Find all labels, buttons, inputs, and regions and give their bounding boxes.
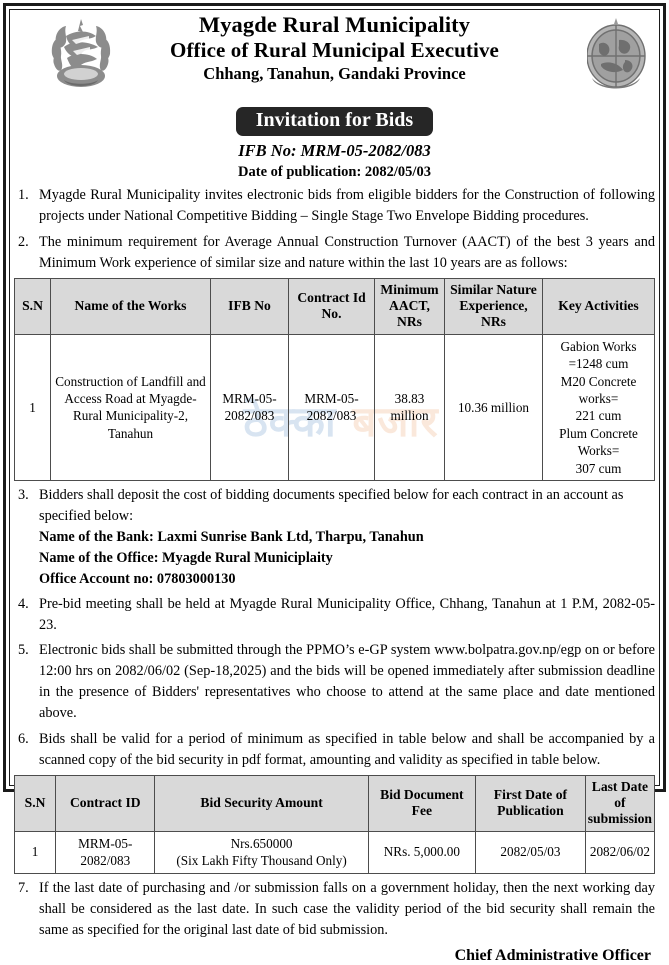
cell-ifb-no: MRM-05-2082/083 (210, 333, 289, 482)
table-row: 1 Construction of Landfill and Access Ro… (14, 333, 655, 482)
office-account-line: Office Account no: 07803000130 (39, 570, 236, 587)
cell-similar-nature: 10.36 million (444, 333, 543, 482)
clause-1: 1. Myagde Rural Municipality invites ele… (14, 185, 655, 227)
th-bid-document-fee: Bid Document Fee (367, 774, 477, 832)
th-bid-security: Bid Security Amount (154, 774, 369, 832)
th-name-of-works: Name of the Works (50, 277, 211, 335)
invitation-for-bids-banner: Invitation for Bids (235, 107, 434, 136)
organization-name: Myagde Rural Municipality (198, 12, 471, 37)
clause-3-text: Bidders shall deposit the cost of biddin… (39, 487, 624, 525)
clause-1-text: Myagde Rural Municipality invites electr… (39, 187, 655, 225)
th-last-submission: Last Date of submission (584, 774, 656, 832)
clause-6-number: 6. (18, 730, 29, 747)
clause-3: 3. Bidders shall deposit the cost of bid… (14, 485, 655, 589)
cell-sn: 1 (14, 333, 51, 482)
notice-page: ठेक्का बजार (3, 3, 666, 965)
cell-sn: 1 (13, 830, 57, 874)
clause-6: 6. Bids shall be valid for a period of m… (14, 729, 655, 771)
table-header-row: S.N Contract ID Bid Security Amount Bid … (13, 774, 656, 832)
cell-name-of-works: Construction of Landfill and Access Road… (50, 333, 211, 482)
clause-5-number: 5. (18, 641, 29, 658)
th-ifb-no: IFB No (210, 277, 289, 335)
cell-key-activities: Gabion Works =1248 cum M20 Concrete work… (542, 333, 655, 482)
th-minimum-aact: Minimum AACT, NRs (374, 277, 445, 335)
header-titles: Myagde Rural Municipality Office of Rura… (14, 10, 655, 85)
cell-bid-document-fee: NRs. 5,000.00 (367, 830, 477, 874)
clause-2-text: The minimum requirement for Average Annu… (39, 233, 655, 271)
clause-7-number: 7. (18, 879, 29, 896)
ifb-number: IFB No: MRM-05-2082/083 (238, 141, 431, 160)
office-name-line: Name of the Office: Myagde Rural Municip… (39, 550, 333, 567)
key-activity-line-4: Plum Concrete Works= (559, 425, 638, 459)
key-activity-line-5: 307 cum (575, 460, 622, 476)
clause-7-text: If the last date of purchasing and /or s… (39, 879, 655, 938)
bid-security-table: S.N Contract ID Bid Security Amount Bid … (13, 774, 656, 874)
signature-designation: Chief Administrative Officer (454, 947, 651, 965)
clause-5-text: Electronic bids shall be submitted throu… (39, 641, 655, 722)
clause-2-number: 2. (18, 233, 29, 250)
organization-office: Office of Rural Municipal Executive (170, 37, 499, 62)
th-first-publication: First Date of Publication (475, 774, 586, 832)
table-header-row: S.N Name of the Works IFB No Contract Id… (14, 277, 655, 335)
th-sn: S.N (14, 277, 51, 335)
document-header: Myagde Rural Municipality Office of Rura… (14, 10, 655, 102)
bid-security-amount: Nrs.650000 (230, 835, 293, 851)
nepal-government-emblem-icon (42, 14, 120, 96)
clause-3-body: Bidders shall deposit the cost of biddin… (39, 485, 655, 589)
cell-last-submission: 2082/06/02 (584, 830, 656, 874)
clause-4: 4. Pre-bid meeting shall be held at Myag… (14, 594, 655, 636)
clause-2: 2. The minimum requirement for Average A… (14, 232, 655, 274)
key-activity-line-3: 221 cum (575, 408, 622, 424)
cell-first-publication: 2082/05/03 (475, 830, 586, 874)
table-row: 1 MRM-05-2082/083 Nrs.650000 (Six Lakh F… (13, 830, 656, 874)
clause-4-text: Pre-bid meeting shall be held at Myagde … (39, 595, 655, 633)
organization-address: Chhang, Tanahun, Gandaki Province (203, 64, 466, 84)
clause-6-text: Bids shall be valid for a period of mini… (39, 730, 655, 768)
clause-7: 7. If the last date of purchasing and /o… (14, 878, 655, 941)
cell-contract-id: MRM-05-2082/083 (55, 830, 156, 874)
th-similar-nature: Similar Nature Experience, NRs (444, 277, 543, 335)
clause-3-number: 3. (18, 487, 29, 504)
th-contract-id: Contract Id No. (288, 277, 375, 335)
publication-date: Date of publication: 2082/05/03 (238, 163, 431, 180)
works-requirements-table: S.N Name of the Works IFB No Contract Id… (14, 277, 655, 482)
cell-minimum-aact: 38.83 million (374, 333, 445, 482)
cell-bid-security: Nrs.650000 (Six Lakh Fifty Thousand Only… (154, 830, 369, 874)
key-activity-line-1: Gabion Works =1248 cum (560, 338, 637, 372)
clause-4-number: 4. (18, 595, 29, 612)
cell-contract-id: MRM-05-2082/083 (288, 333, 375, 482)
th-contract-id: Contract ID (55, 774, 156, 832)
th-key-activities: Key Activities (542, 277, 655, 335)
clause-1-number: 1. (18, 187, 29, 204)
notice-content: Myagde Rural Municipality Office of Rura… (3, 3, 666, 964)
key-activity-line-2: M20 Concrete works= (560, 373, 637, 407)
th-sn: S.N (13, 774, 57, 832)
invitation-banner-wrap: Invitation for Bids (14, 107, 655, 136)
clause-5: 5. Electronic bids shall be submitted th… (14, 640, 655, 725)
bank-name-line: Name of the Bank: Laxmi Sunrise Bank Ltd… (39, 529, 424, 546)
bid-security-words: (Six Lakh Fifty Thousand Only) (176, 853, 347, 869)
municipality-seal-icon (587, 16, 653, 96)
